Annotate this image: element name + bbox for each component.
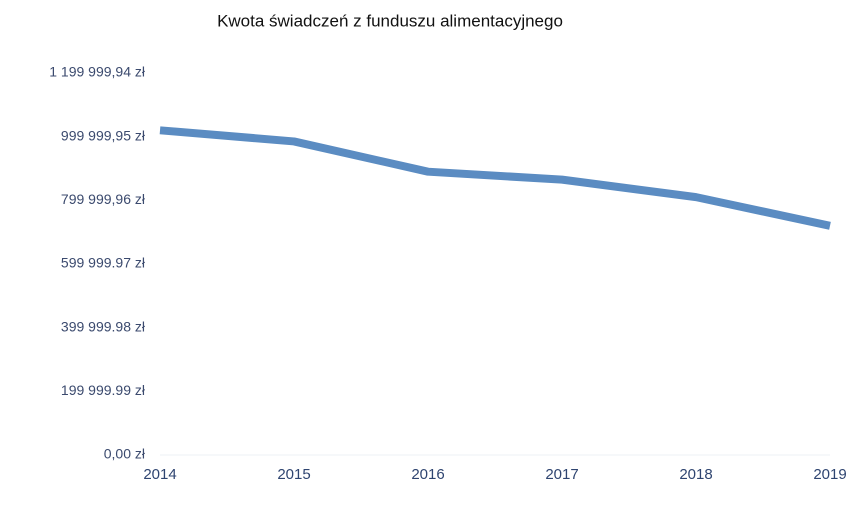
- y-tick-label: 399 999.98 zł: [61, 318, 146, 334]
- y-tick-label: 799 999,96 zł: [61, 191, 146, 207]
- y-tick-label: 0,00 zł: [104, 446, 146, 462]
- y-tick-label: 599 999.97 zł: [61, 255, 146, 271]
- x-tick-label: 2015: [277, 466, 310, 483]
- y-tick-label: 999 999,95 zł: [61, 127, 146, 143]
- chart-title: Kwota świadczeń z funduszu alimentacyjne…: [217, 11, 563, 30]
- x-tick-label: 2017: [545, 466, 578, 483]
- x-tick-label: 2014: [143, 466, 176, 483]
- x-tick-label: 2018: [679, 466, 712, 483]
- x-tick-label: 2019: [813, 466, 846, 483]
- y-tick-label: 199 999.99 zł: [61, 382, 146, 398]
- data-line: [159, 126, 831, 230]
- x-tick-label: 2016: [411, 466, 444, 483]
- y-tick-label: 1 199 999,94 zł: [49, 64, 146, 80]
